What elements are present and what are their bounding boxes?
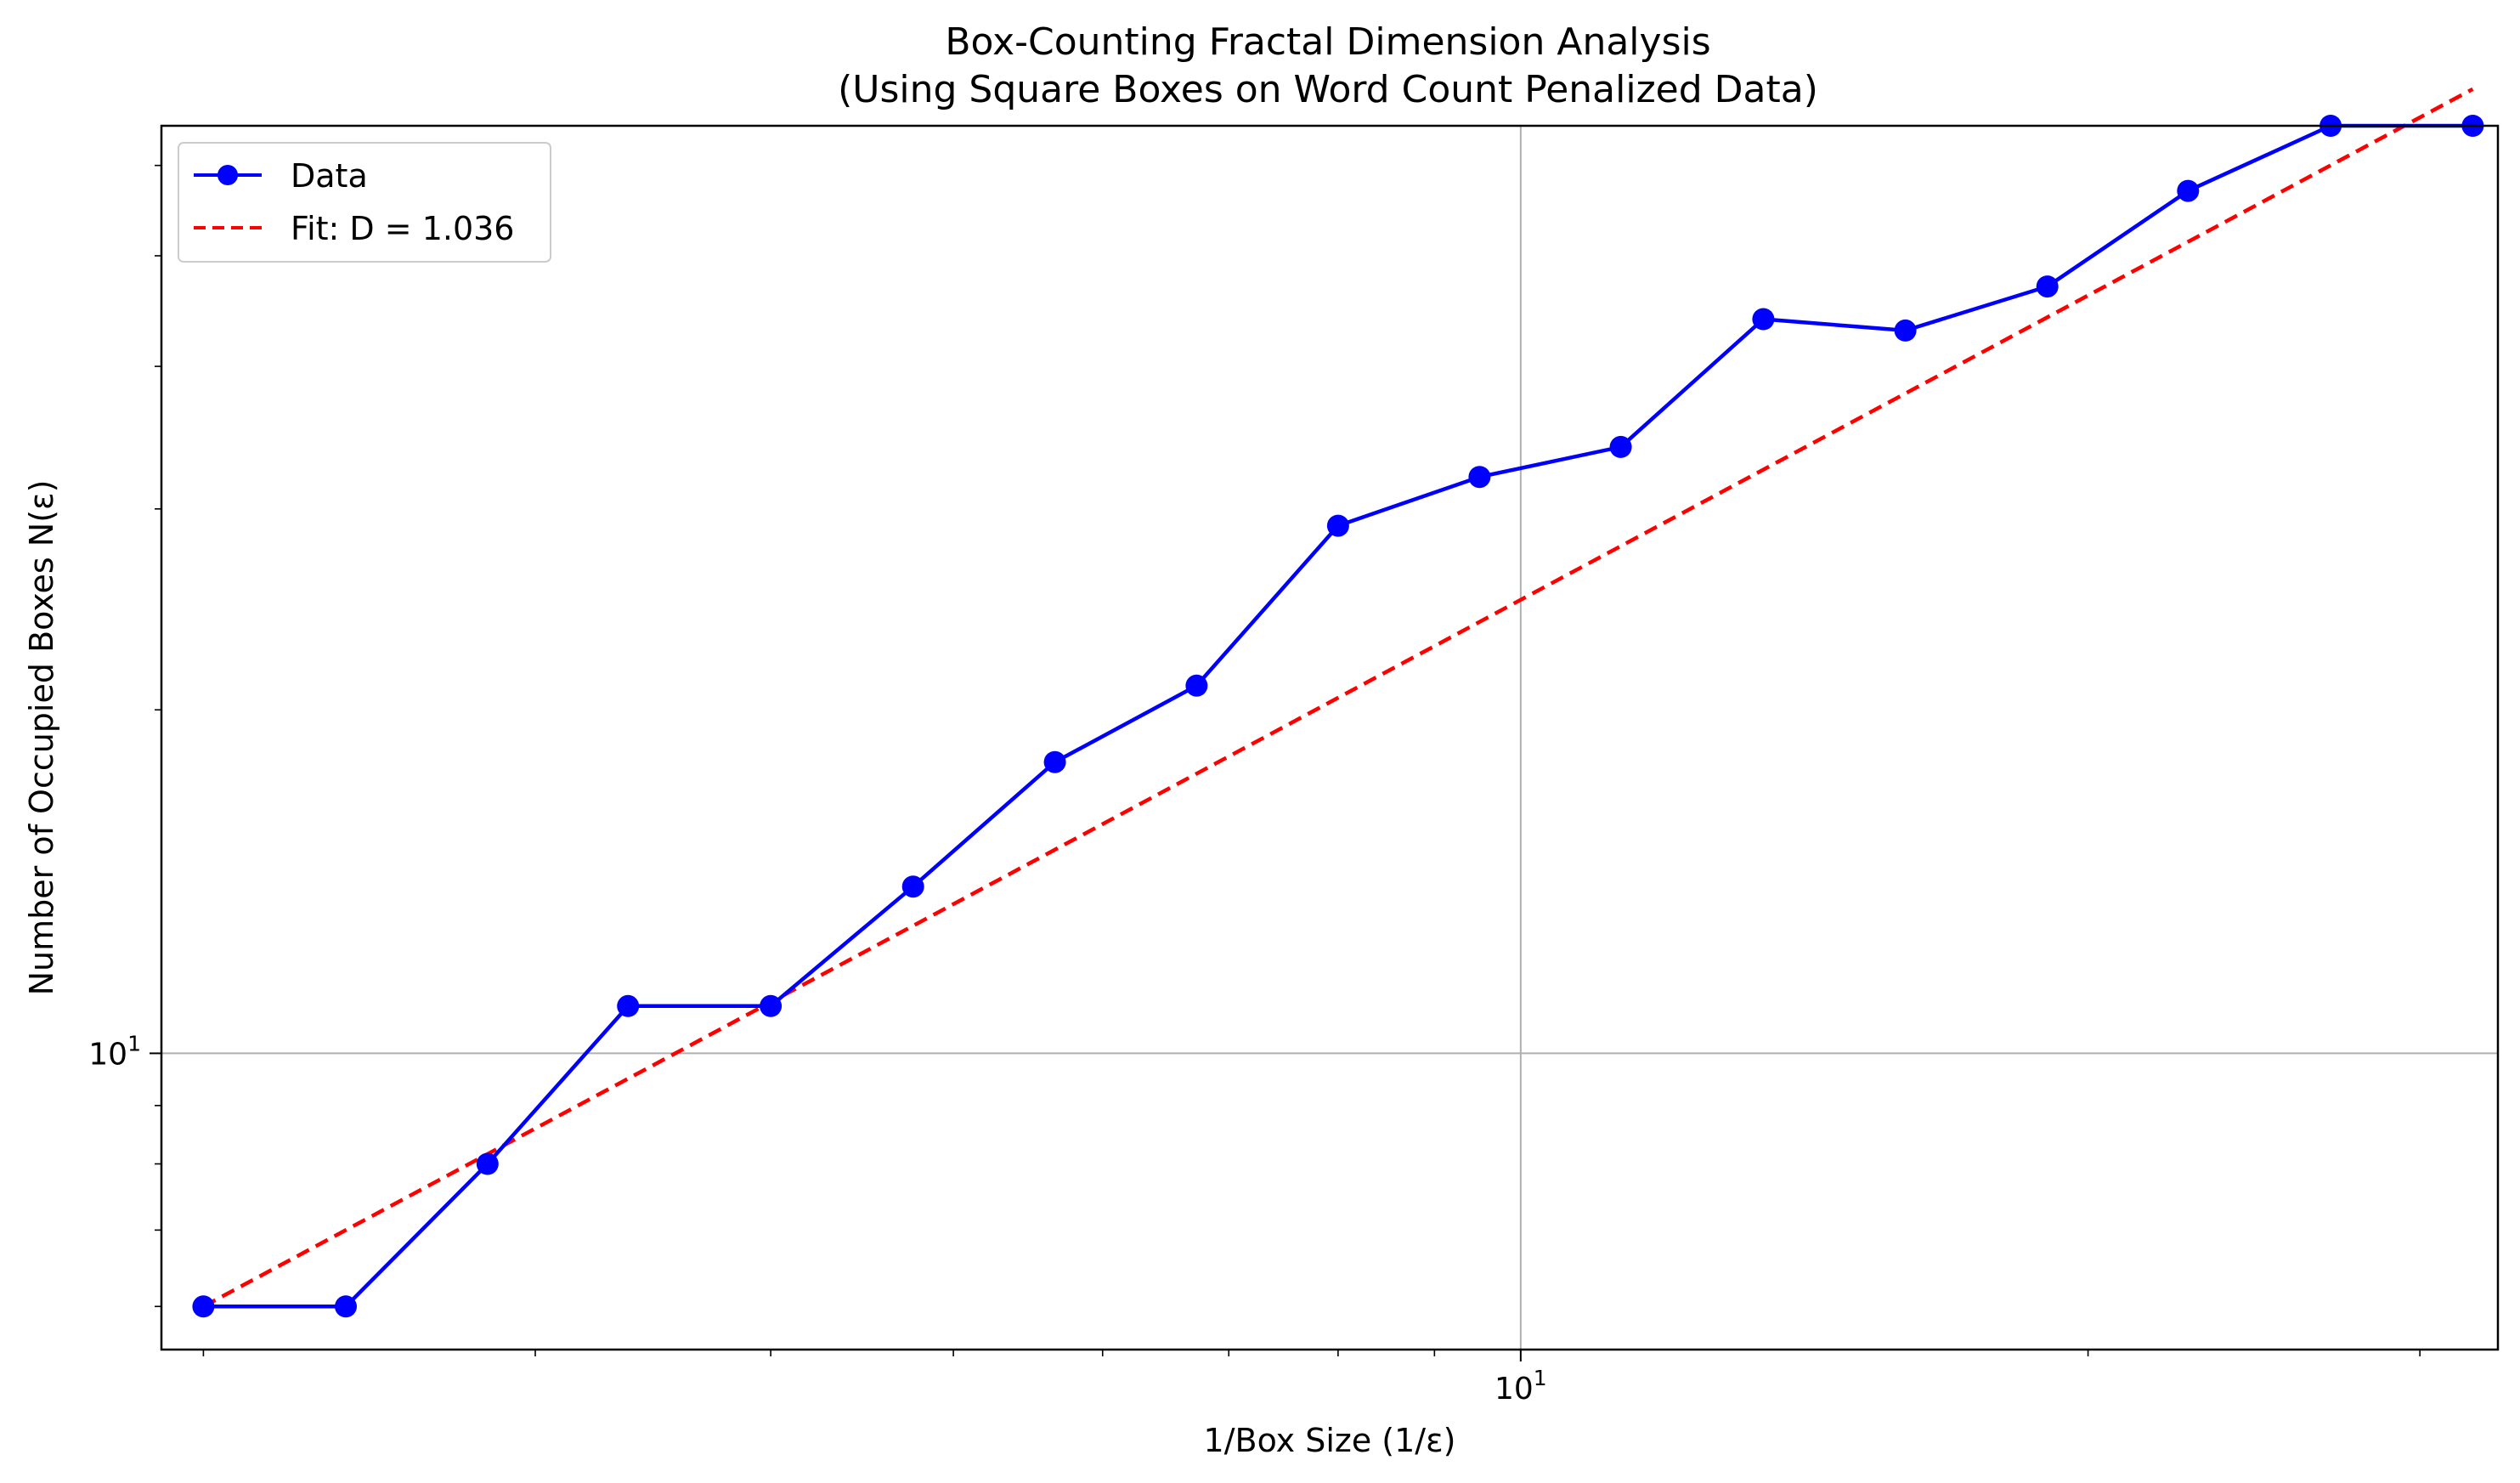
data-point (1752, 308, 1775, 331)
data-point (1185, 674, 1208, 697)
data-point (1326, 514, 1349, 537)
legend: Data Fit: D = 1.036 (178, 142, 551, 263)
axis-ticks: 101 101 (88, 164, 2421, 1407)
data-point (1609, 435, 1632, 458)
plot-series (192, 87, 2484, 1318)
legend-data-marker (218, 165, 238, 185)
grid-lines (161, 126, 2498, 1350)
data-point (1043, 750, 1066, 773)
data-point (192, 1295, 215, 1318)
plot-frame (160, 124, 2500, 1351)
data-point (1468, 466, 1491, 489)
data-point (2177, 179, 2200, 202)
legend-box (178, 142, 551, 263)
x-tick-label: 101 (1494, 1366, 1547, 1407)
chart-title-line1: Box-Counting Fractal Dimension Analysis (945, 20, 1710, 64)
x-axis-label: 1/Box Size (1/ε) (1204, 1422, 1456, 1459)
chart-title-line2: (Using Square Boxes on Word Count Penali… (838, 68, 1818, 111)
data-point (760, 994, 783, 1017)
fit-line (202, 87, 2474, 1309)
data-point (1894, 319, 1917, 342)
data-line (203, 123, 2473, 1309)
data-point (335, 1295, 357, 1318)
data-point (476, 1152, 499, 1175)
data-point (901, 875, 924, 898)
y-axis-label: Number of Occupied Boxes N(ε) (23, 480, 60, 996)
data-point (2036, 275, 2059, 298)
legend-fit-label: Fit: D = 1.036 (291, 210, 514, 247)
y-tick-label: 101 (88, 1031, 141, 1072)
legend-data-label: Data (291, 157, 368, 195)
data-point (617, 994, 640, 1017)
